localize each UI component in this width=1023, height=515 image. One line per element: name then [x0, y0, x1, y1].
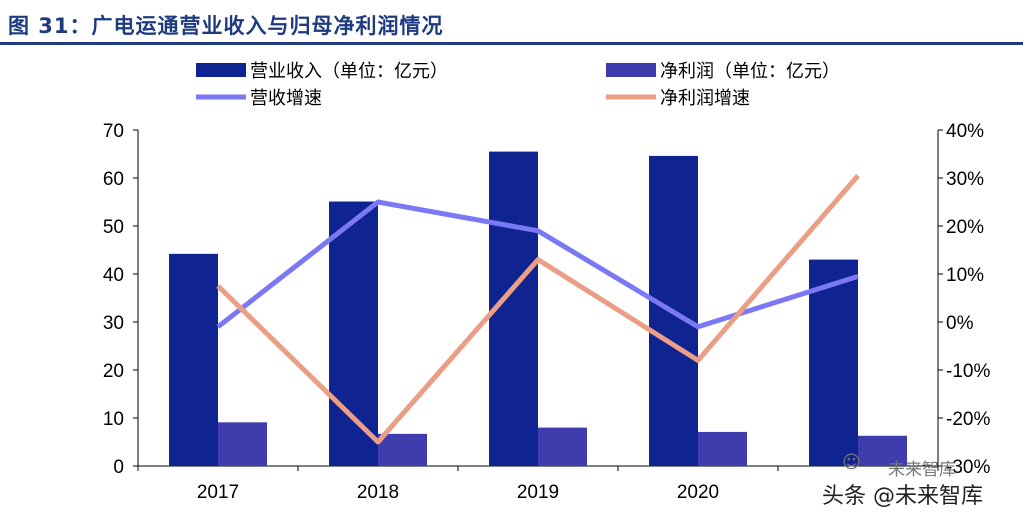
y-right-tick-label: 30%: [946, 169, 984, 190]
y-left-tick-label: 40: [103, 265, 124, 286]
watermark-logo: ☺: [842, 452, 861, 473]
x-tick-label: 2017: [197, 482, 239, 503]
revenue-bar: [329, 201, 378, 466]
y-right-tick-label: 0%: [946, 313, 974, 334]
legend-net-profit-growth-label: 净利润增速: [660, 88, 750, 109]
y-left-tick-label: 50: [103, 217, 124, 238]
legend-net-profit-swatch: [606, 63, 656, 77]
x-tick-label: 2018: [357, 482, 399, 503]
net-profit-bar: [378, 433, 427, 466]
net-profit-bar: [538, 427, 587, 466]
legend-revenue-growth-label: 营收增速: [250, 88, 322, 109]
y-left-tick-label: 60: [103, 169, 124, 190]
figure-title: 图 31：广电运通营业收入与归母净利润情况: [8, 14, 444, 38]
y-right-tick-label: 10%: [946, 265, 984, 286]
revenue-bar: [169, 253, 218, 466]
x-tick-label: 2020: [677, 482, 719, 503]
legend-revenue-swatch: [196, 63, 246, 77]
y-left-tick-label: 70: [103, 121, 124, 142]
y-left-tick-label: 20: [103, 361, 124, 382]
y-right-tick-label: -20%: [946, 409, 990, 430]
net-profit-bar: [698, 431, 747, 466]
net-profit-bar: [218, 422, 267, 466]
y-left-tick-label: 10: [103, 409, 124, 430]
y-left-tick-label: 30: [103, 313, 124, 334]
y-right-tick-label: -10%: [946, 361, 990, 382]
y-right-tick-label: -30%: [946, 457, 990, 478]
y-right-tick-label: 20%: [946, 217, 984, 238]
legend-net-profit-label: 净利润（单位：亿元）: [660, 61, 840, 82]
revenue-bar: [809, 259, 858, 466]
watermark-line-2: 头条 @未来智库: [822, 484, 983, 509]
y-right-tick-label: 40%: [946, 121, 984, 142]
legend-revenue-label: 营业收入（单位：亿元）: [250, 61, 448, 82]
net-profit-bar: [858, 435, 907, 466]
x-tick-label: 2019: [517, 482, 559, 503]
y-left-tick-label: 0: [113, 457, 124, 478]
watermark-line-1: 未来智库: [888, 460, 956, 480]
title-underline: [0, 42, 1023, 45]
